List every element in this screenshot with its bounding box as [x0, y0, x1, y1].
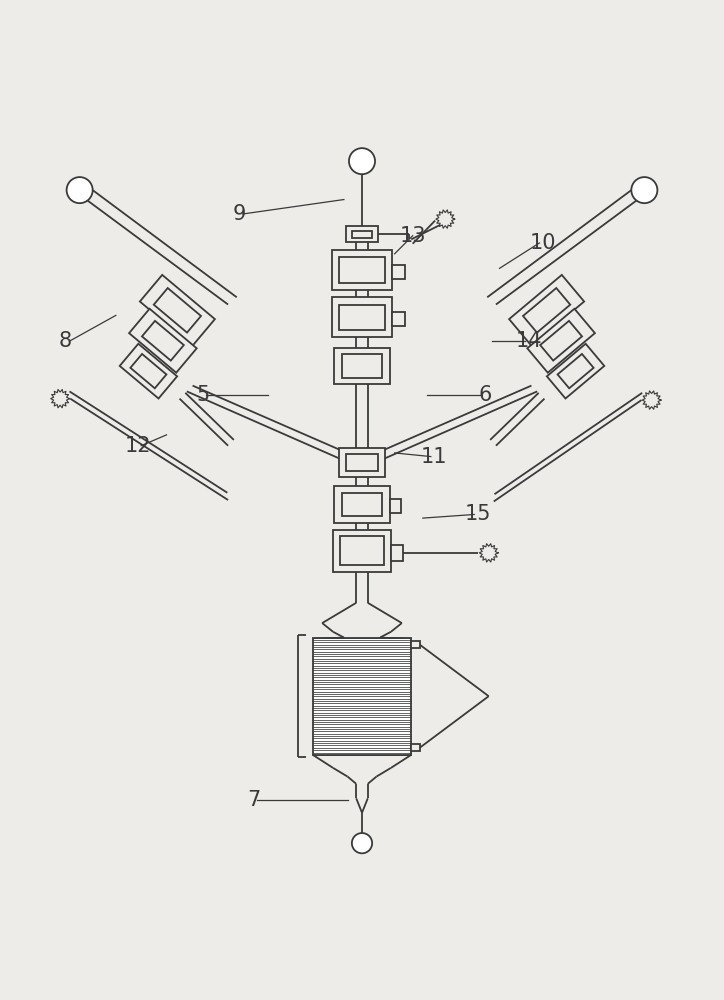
Bar: [339, 257, 385, 283]
Bar: [334, 348, 390, 384]
Text: 14: 14: [515, 331, 542, 351]
Text: 11: 11: [421, 447, 447, 467]
Polygon shape: [527, 309, 595, 373]
Circle shape: [631, 177, 657, 203]
Polygon shape: [130, 354, 167, 388]
Bar: [346, 454, 378, 471]
Bar: [390, 499, 401, 513]
Bar: [392, 312, 405, 326]
Bar: [411, 641, 420, 648]
Polygon shape: [557, 354, 594, 388]
Text: 8: 8: [59, 331, 72, 351]
Bar: [339, 305, 385, 330]
Bar: [391, 545, 403, 561]
Text: 5: 5: [196, 385, 209, 405]
Polygon shape: [153, 288, 201, 333]
Bar: [346, 226, 378, 242]
Circle shape: [67, 177, 93, 203]
Bar: [313, 638, 411, 755]
Text: 9: 9: [232, 204, 245, 224]
Polygon shape: [140, 275, 215, 346]
Polygon shape: [129, 309, 197, 373]
Text: 6: 6: [479, 385, 492, 405]
Text: 13: 13: [400, 226, 426, 246]
Bar: [340, 536, 384, 565]
Bar: [332, 297, 392, 337]
Bar: [332, 250, 392, 290]
Bar: [352, 231, 372, 238]
Polygon shape: [142, 321, 184, 361]
Text: 12: 12: [125, 436, 151, 456]
Bar: [342, 493, 382, 516]
Polygon shape: [547, 344, 605, 399]
Polygon shape: [509, 275, 584, 346]
Bar: [334, 486, 390, 523]
Text: 15: 15: [465, 504, 491, 524]
Circle shape: [352, 833, 372, 853]
Bar: [411, 744, 420, 751]
Bar: [342, 354, 382, 378]
Text: 7: 7: [247, 790, 260, 810]
Bar: [339, 448, 385, 477]
Polygon shape: [523, 288, 571, 333]
Polygon shape: [540, 321, 582, 361]
Circle shape: [349, 148, 375, 174]
Polygon shape: [119, 344, 177, 399]
Bar: [392, 265, 405, 279]
Bar: [333, 530, 391, 572]
Text: 10: 10: [530, 233, 556, 253]
